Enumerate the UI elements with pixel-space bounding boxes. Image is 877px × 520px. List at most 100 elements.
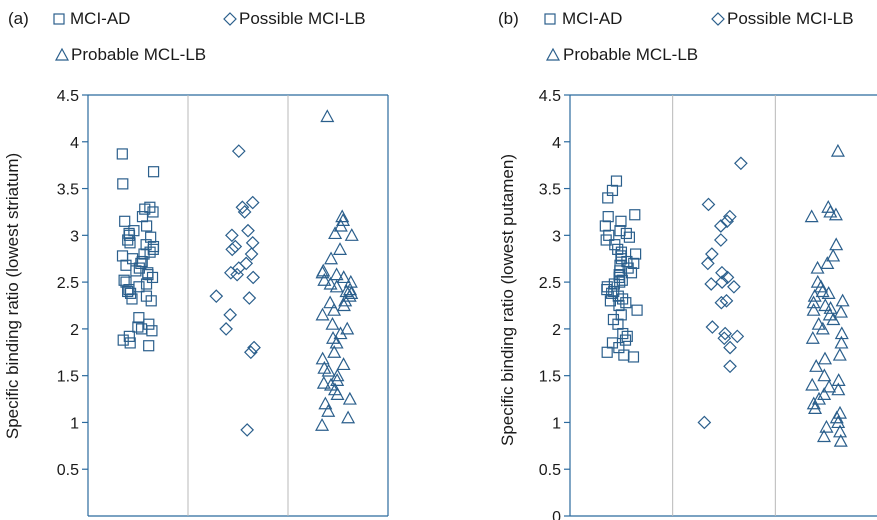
data-point-triangle <box>812 391 827 405</box>
data-point-square <box>124 237 136 249</box>
data-point-diamond <box>231 261 246 275</box>
data-point-square <box>117 334 129 346</box>
data-point-square <box>620 297 632 309</box>
data-point-square <box>123 330 135 342</box>
data-point-triangle <box>817 368 832 382</box>
data-point-triangle <box>823 204 838 218</box>
data-point-diamond <box>224 265 238 280</box>
data-point-triangle <box>321 363 336 377</box>
data-point-square <box>608 278 620 290</box>
data-point-diamond <box>701 197 716 212</box>
data-point-square <box>136 255 148 268</box>
y-tick-label: 4 <box>70 135 79 152</box>
data-point-diamond <box>245 235 260 250</box>
data-point-triangle <box>806 396 821 410</box>
series-square-markers <box>599 175 643 363</box>
data-point-triangle <box>333 218 348 232</box>
data-point-square <box>126 293 138 305</box>
panel-a: (a) MCI-AD Possible MCI-LB Probable MCL-… <box>3 9 389 517</box>
data-point-triangle <box>321 403 336 417</box>
data-point-triangle <box>342 288 357 302</box>
data-point-diamond <box>244 345 258 360</box>
data-point-diamond <box>239 256 254 271</box>
data-point-square <box>601 346 613 358</box>
panel-a-legend-item-3: Probable MCL-LB <box>54 45 206 64</box>
y-tick-label: 2.5 <box>539 275 561 292</box>
data-point-square <box>117 178 129 190</box>
data-point-diamond <box>715 275 729 289</box>
series-triangle-markers <box>804 143 850 447</box>
legend-diamond-marker <box>223 12 237 26</box>
data-point-square <box>136 211 149 223</box>
y-tick-label: 1.5 <box>539 369 561 386</box>
data-point-square <box>122 285 134 298</box>
data-point-triangle <box>325 316 340 330</box>
data-point-triangle <box>815 321 830 335</box>
data-point-triangle <box>817 387 832 400</box>
data-point-triangle <box>822 379 837 393</box>
data-point-triangle <box>330 387 345 400</box>
panel-a-legend-item-2: Possible MCI-LB <box>223 9 366 28</box>
data-point-square <box>602 192 614 204</box>
data-point-triangle <box>828 207 843 221</box>
data-point-diamond <box>715 265 729 280</box>
data-point-square <box>119 215 131 227</box>
data-point-triangle <box>805 377 820 391</box>
data-point-square <box>619 334 632 346</box>
data-point-triangle <box>333 326 348 340</box>
panel-b-legend-item-3: Probable MCL-LB <box>545 45 698 64</box>
data-point-diamond <box>240 423 255 437</box>
data-point-triangle <box>804 209 819 223</box>
data-point-square <box>629 209 641 221</box>
data-point-diamond <box>700 256 715 271</box>
data-point-triangle <box>327 302 342 316</box>
data-point-triangle <box>826 248 841 262</box>
data-point-triangle <box>340 321 355 335</box>
data-point-triangle <box>342 391 357 405</box>
data-point-triangle <box>315 351 330 365</box>
data-point-diamond <box>237 205 252 219</box>
data-point-triangle <box>809 359 824 372</box>
legend-label: Probable MCL-LB <box>563 45 698 64</box>
data-point-triangle <box>332 242 348 255</box>
data-point-square <box>143 340 155 352</box>
panel-a-plot-area: 0.5 1 1.5 2 2.5 3 3.5 4 4.5 <box>57 88 389 517</box>
legend-square-marker <box>544 13 556 25</box>
data-point-diamond <box>718 326 732 341</box>
panel-b-y-axis-label: Specific binding ratio (lowest putamen) <box>498 154 517 446</box>
data-point-square <box>631 304 643 316</box>
data-point-diamond <box>723 359 737 374</box>
data-point-square <box>147 166 160 178</box>
data-point-triangle <box>811 316 826 330</box>
data-point-triangle <box>318 396 333 410</box>
data-point-triangle <box>344 228 359 241</box>
data-point-diamond <box>697 415 712 430</box>
data-point-square <box>612 243 624 255</box>
data-point-triangle <box>327 345 342 358</box>
data-point-square <box>124 287 137 299</box>
data-point-triangle <box>315 307 330 321</box>
panel-a-label: (a) <box>8 9 29 28</box>
legend-diamond-marker <box>711 12 725 26</box>
data-point-triangle <box>829 237 844 251</box>
panel-a-legend: MCI-AD Possible MCI-LB Probable MCL-LB <box>53 9 366 64</box>
legend-label: Probable MCL-LB <box>71 45 206 64</box>
data-point-triangle <box>806 295 821 309</box>
data-point-triangle <box>805 330 820 344</box>
data-point-triangle <box>338 293 353 307</box>
data-point-triangle <box>341 410 356 424</box>
data-point-diamond <box>734 156 748 171</box>
data-point-diamond <box>225 228 239 243</box>
data-point-diamond <box>245 195 260 210</box>
data-point-square <box>599 220 611 232</box>
data-point-triangle <box>330 368 345 382</box>
data-point-triangle <box>324 251 339 265</box>
data-point-triangle <box>823 301 838 314</box>
data-point-diamond <box>219 322 233 336</box>
data-point-triangle <box>833 304 848 318</box>
data-point-triangle <box>833 433 848 447</box>
data-point-triangle <box>329 335 344 349</box>
y-tick-label: 1 <box>70 415 79 432</box>
y-tick-label: 3 <box>552 228 561 245</box>
